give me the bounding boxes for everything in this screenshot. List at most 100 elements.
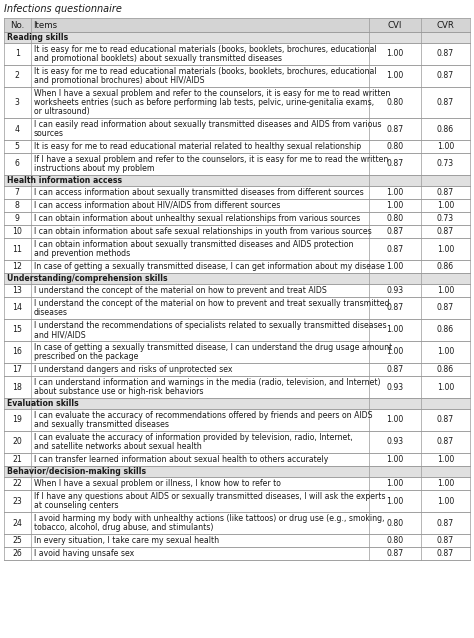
Bar [421,18,470,32]
Text: 14: 14 [12,304,22,313]
Bar [421,409,470,431]
Bar [421,376,470,398]
Text: 1.00: 1.00 [386,325,403,334]
Text: 1.00: 1.00 [437,383,454,392]
Text: 0.87: 0.87 [437,549,454,558]
Bar [421,534,470,547]
Bar [369,43,421,65]
Bar [4,297,30,319]
Text: 0.87: 0.87 [386,365,403,374]
Text: In case of getting a sexually transmitted disease, I can understand the drug usa: In case of getting a sexually transmitte… [34,343,392,352]
Text: 0.87: 0.87 [386,244,403,253]
Text: I can easily read information about sexually transmitted diseases and AIDS from : I can easily read information about sexu… [34,120,381,129]
Bar [4,431,30,453]
Text: I understand the concept of the material on how to prevent and treat sexually tr: I understand the concept of the material… [34,299,389,308]
Bar [4,547,30,560]
Bar [421,140,470,153]
Text: When I have a sexual problem or illness, I know how to refer to: When I have a sexual problem or illness,… [34,479,281,488]
Text: 0.80: 0.80 [386,536,403,545]
Bar [4,118,30,140]
Text: 0.73: 0.73 [437,214,454,223]
Bar [4,319,30,341]
Bar [4,490,30,512]
Text: and sexually transmitted diseases: and sexually transmitted diseases [34,420,169,429]
Bar [30,140,369,153]
Text: worksheets entries (such as before performing lab tests, pelvic, urine-genitalia: worksheets entries (such as before perfo… [34,98,374,107]
Bar [4,534,30,547]
Text: 17: 17 [12,365,22,374]
Text: 0.93: 0.93 [386,438,403,447]
Bar [30,260,369,273]
Bar [30,363,369,376]
Text: 0.93: 0.93 [386,286,403,295]
Text: 1.00: 1.00 [386,262,403,271]
Bar [421,87,470,118]
Bar [421,175,470,186]
Bar [369,453,421,466]
Text: 11: 11 [12,244,22,253]
Bar [421,431,470,453]
Bar [369,534,421,547]
Text: 26: 26 [12,549,22,558]
Bar [4,363,30,376]
Bar [421,284,470,297]
Text: 20: 20 [12,438,22,447]
Bar [369,398,421,409]
Text: 13: 13 [12,286,22,295]
Text: 0.86: 0.86 [437,124,454,133]
Bar [30,87,369,118]
Text: I can evaluate the accuracy of recommendations offered by friends and peers on A: I can evaluate the accuracy of recommend… [34,411,372,420]
Bar [369,363,421,376]
Text: 24: 24 [12,519,22,528]
Bar [4,43,30,65]
Bar [30,431,369,453]
Bar [30,238,369,260]
Text: 4: 4 [15,124,20,133]
Bar [421,453,470,466]
Text: sources: sources [34,130,64,138]
Text: 9: 9 [15,214,20,223]
Text: I can access information about HIV/AIDS from different sources: I can access information about HIV/AIDS … [34,201,280,210]
Text: and promotional brochures) about HIV/AIDS: and promotional brochures) about HIV/AID… [34,77,204,85]
Text: CVI: CVI [388,20,402,29]
Bar [369,87,421,118]
Bar [369,212,421,225]
Bar [4,466,30,477]
Text: 1.00: 1.00 [437,348,454,357]
Text: 0.80: 0.80 [386,98,403,107]
Bar [421,65,470,87]
Text: In case of getting a sexually transmitted disease, I can get information about m: In case of getting a sexually transmitte… [34,262,384,271]
Text: 0.87: 0.87 [386,549,403,558]
Bar [421,319,470,341]
Bar [369,376,421,398]
Bar [30,32,369,43]
Bar [421,212,470,225]
Bar [421,238,470,260]
Text: 1.00: 1.00 [386,479,403,488]
Text: 15: 15 [12,325,22,334]
Bar [30,477,369,490]
Bar [4,453,30,466]
Text: It is easy for me to read educational materials (books, booklets, brochures, edu: It is easy for me to read educational ma… [34,45,376,54]
Bar [369,118,421,140]
Bar [4,87,30,118]
Text: 3: 3 [15,98,20,107]
Text: 0.80: 0.80 [386,214,403,223]
Bar [4,512,30,534]
Bar [421,118,470,140]
Bar [421,32,470,43]
Text: 1.00: 1.00 [386,496,403,505]
Bar [30,409,369,431]
Bar [421,186,470,199]
Bar [30,225,369,238]
Text: tobacco, alcohol, drug abuse, and stimulants): tobacco, alcohol, drug abuse, and stimul… [34,523,213,532]
Bar [369,409,421,431]
Text: 21: 21 [12,455,22,464]
Bar [369,490,421,512]
Bar [369,297,421,319]
Bar [4,212,30,225]
Bar [30,186,369,199]
Text: No.: No. [10,20,24,29]
Bar [421,490,470,512]
Bar [30,376,369,398]
